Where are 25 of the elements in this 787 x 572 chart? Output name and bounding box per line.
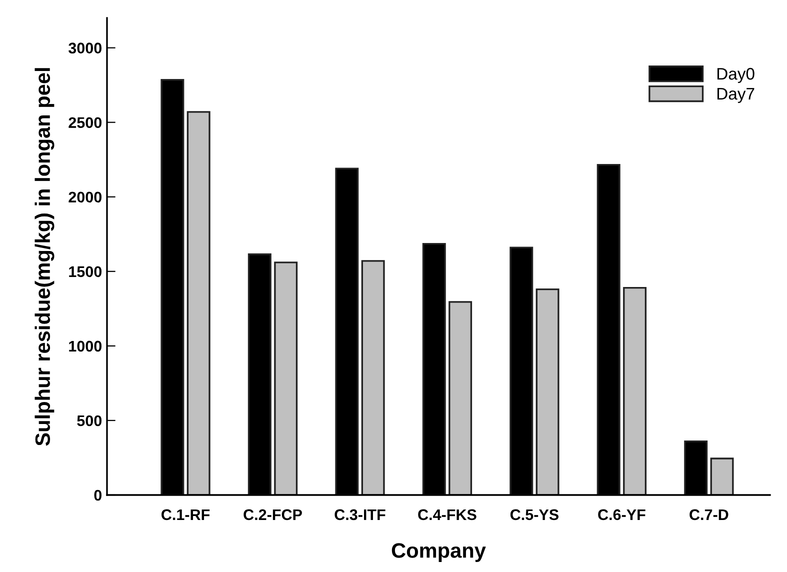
legend-label: Day0 (717, 68, 754, 84)
bar (448, 301, 472, 495)
y-axis-title: Sulphur residue(mg/kg) in longan peel (34, 68, 54, 446)
x-tick-label: C.2-FCP (244, 509, 302, 520)
x-tick-label: C.1-RF (162, 509, 210, 520)
x-tick-label: C.5-YS (510, 509, 558, 520)
y-tick-label: 3000 (68, 42, 102, 54)
bar (274, 262, 298, 495)
y-tick-label: 2500 (68, 117, 102, 128)
bar (623, 286, 647, 495)
y-tick-label: 0 (94, 490, 102, 501)
y-tick-label: 2000 (68, 192, 102, 203)
bar (186, 111, 210, 495)
legend-label: Day7 (717, 88, 754, 103)
x-axis-title: Company (392, 543, 486, 562)
x-tick-label: C.6-YF (598, 509, 646, 520)
y-tick-label: 500 (77, 415, 102, 426)
x-tick-label: C.3-ITF (334, 509, 386, 520)
bar (361, 260, 385, 495)
x-tick-label: C.7-D (690, 509, 728, 520)
x-tick-label: C.4-FKS (418, 509, 476, 520)
bar (536, 288, 560, 495)
bar (710, 458, 734, 495)
y-tick-label: 1000 (69, 340, 102, 352)
y-tick-label: 1500 (69, 266, 102, 278)
